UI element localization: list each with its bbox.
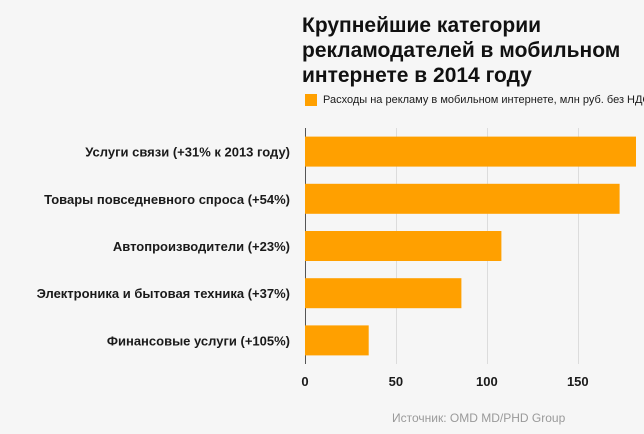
bar-2 (305, 231, 502, 261)
x-tick-label-1: 50 (389, 374, 403, 389)
x-tick-label-2: 100 (476, 374, 498, 389)
category-label-3: Электроника и бытовая техника (+37%) (37, 286, 290, 301)
bar-3 (305, 278, 462, 309)
legend: Расходы на рекламу в мобильном интернете… (305, 93, 644, 107)
category-label-2: Автопроизводители (+23%) (113, 239, 290, 254)
bar-1 (305, 183, 620, 214)
legend-swatch (305, 94, 317, 106)
x-tick-label-3: 150 (567, 374, 589, 389)
x-tick-label-0: 0 (301, 374, 308, 389)
category-label-1: Товары повседневного спроса (+54%) (44, 192, 290, 207)
bar-0 (305, 136, 636, 167)
chart-title: Крупнейшие категории рекламодателей в мо… (302, 14, 621, 87)
category-label-0: Услуги связи (+31% к 2013 году) (85, 145, 290, 160)
bar-4 (305, 325, 369, 356)
legend-label: Расходы на рекламу в мобильном интернете… (323, 94, 644, 106)
category-label-4: Финансовые услуги (+105%) (107, 333, 290, 348)
source-note: Источник: OMD MD/PHD Group (392, 411, 566, 425)
